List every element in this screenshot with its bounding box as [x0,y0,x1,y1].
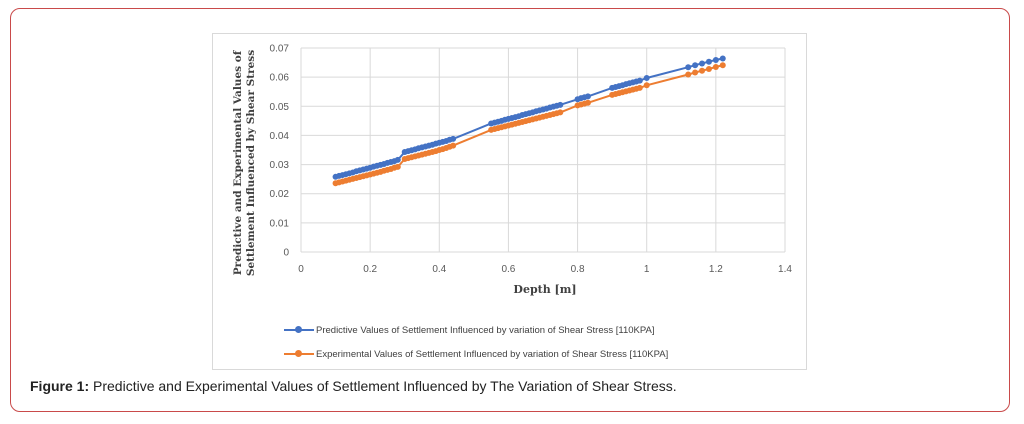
y-axis-title-line2: Settlement Influenced by Shear Stress [245,49,257,277]
y-tick-label: 0.02 [270,189,290,200]
legend: Predictive Values of Settlement Influenc… [284,318,668,366]
figure-caption: Figure 1: Predictive and Experimental Va… [30,378,677,394]
y-tick-label: 0 [283,248,289,259]
data-point-predictive [719,55,726,62]
x-axis-title: Depth [m] [513,283,577,296]
data-point-experimental [643,82,650,89]
data-point-experimental [584,99,591,106]
data-point-predictive [699,60,706,67]
y-tick-label: 0.03 [270,160,290,171]
caption-text: Predictive and Experimental Values of Se… [89,378,677,394]
y-tick-label: 0.01 [270,218,290,229]
x-tick-label: 0.2 [363,264,377,275]
figure-frame [10,8,1010,412]
data-point-predictive [584,93,591,100]
x-tick-label: 1.2 [709,264,723,275]
data-point-predictive [636,77,643,84]
data-point-experimental [450,142,457,149]
x-tick-label: 1 [644,264,650,275]
data-point-experimental [705,65,712,72]
y-axis-title-line1: Predictive and Experimental Values of [232,50,244,276]
legend-label-experimental: Experimental Values of Settlement Influe… [316,348,669,360]
x-tick-label: 0.4 [432,264,446,275]
y-tick-label: 0.04 [270,131,290,142]
data-point-predictive [450,135,457,142]
data-point-predictive [557,101,564,108]
data-point-predictive [685,64,692,71]
legend-swatch-predictive [284,326,314,334]
x-tick-label: 0.8 [571,264,585,275]
data-point-predictive [692,62,699,69]
data-point-experimental [692,69,699,76]
data-point-predictive [705,58,712,65]
data-point-predictive [643,75,650,82]
x-tick-label: 0 [298,264,304,275]
y-axis-title: Predictive and Experimental Values of Se… [232,48,272,278]
data-point-experimental [394,163,401,170]
y-tick-label: 0.05 [270,102,290,113]
data-point-experimental [636,84,643,91]
legend-swatch-experimental [284,350,314,358]
y-tick-label: 0.07 [270,44,290,55]
y-tick-label: 0.06 [270,73,290,84]
data-point-experimental [557,109,564,116]
data-point-predictive [712,56,719,63]
data-point-predictive [394,156,401,163]
data-point-experimental [699,67,706,74]
data-point-experimental [685,71,692,78]
caption-label: Figure 1: [30,378,90,394]
x-tick-label: 1.4 [778,264,792,275]
chart-area [212,33,807,370]
data-point-experimental [712,63,719,70]
x-tick-label: 0.6 [501,264,515,275]
legend-item-experimental: Experimental Values of Settlement Influe… [284,342,668,366]
legend-item-predictive: Predictive Values of Settlement Influenc… [284,318,668,342]
legend-label-predictive: Predictive Values of Settlement Influenc… [316,324,655,336]
data-point-experimental [719,62,726,69]
